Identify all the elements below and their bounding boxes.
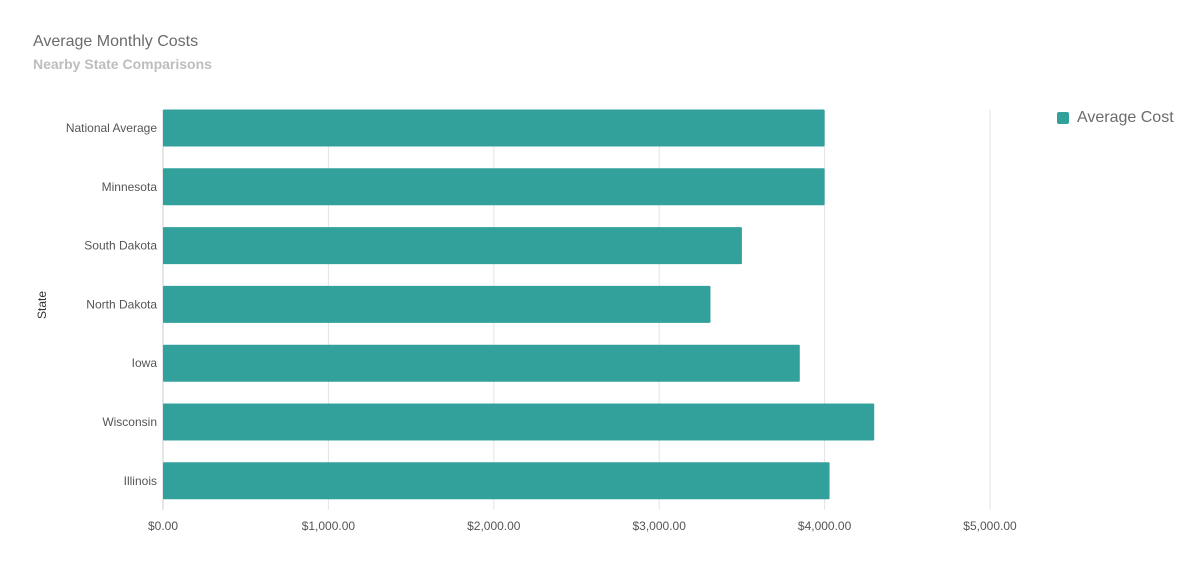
x-tick-label: $3,000.00 — [633, 519, 687, 533]
y-tick-label: Wisconsin — [102, 415, 157, 429]
chart-title: Average Monthly Costs — [33, 33, 199, 50]
y-tick-label: South Dakota — [84, 239, 157, 253]
bar-north-dakota — [163, 285, 711, 323]
x-tick-label: $0.00 — [148, 519, 178, 533]
legend-swatch — [1057, 112, 1069, 124]
legend[interactable]: Average Cost — [1057, 109, 1174, 127]
y-tick-label: North Dakota — [86, 297, 157, 311]
bar-wisconsin — [163, 403, 875, 441]
x-tick-label: $2,000.00 — [467, 519, 521, 533]
chart-subtitle: Nearby State Comparisons — [33, 56, 212, 72]
x-tick-label: $4,000.00 — [798, 519, 852, 533]
y-tick-label: Illinois — [124, 474, 157, 488]
bar-minnesota — [163, 168, 825, 206]
bar-illinois — [163, 462, 830, 500]
y-tick-label: National Average — [66, 121, 158, 135]
x-tick-label: $1,000.00 — [302, 519, 356, 533]
bar-iowa — [163, 344, 800, 382]
y-tick-label: Minnesota — [102, 180, 158, 194]
bar-national-average — [163, 109, 825, 147]
bar-south-dakota — [163, 227, 742, 265]
y-tick-label: Iowa — [132, 356, 158, 370]
x-tick-label: $5,000.00 — [963, 519, 1017, 533]
legend-label: Average Cost — [1077, 109, 1174, 126]
